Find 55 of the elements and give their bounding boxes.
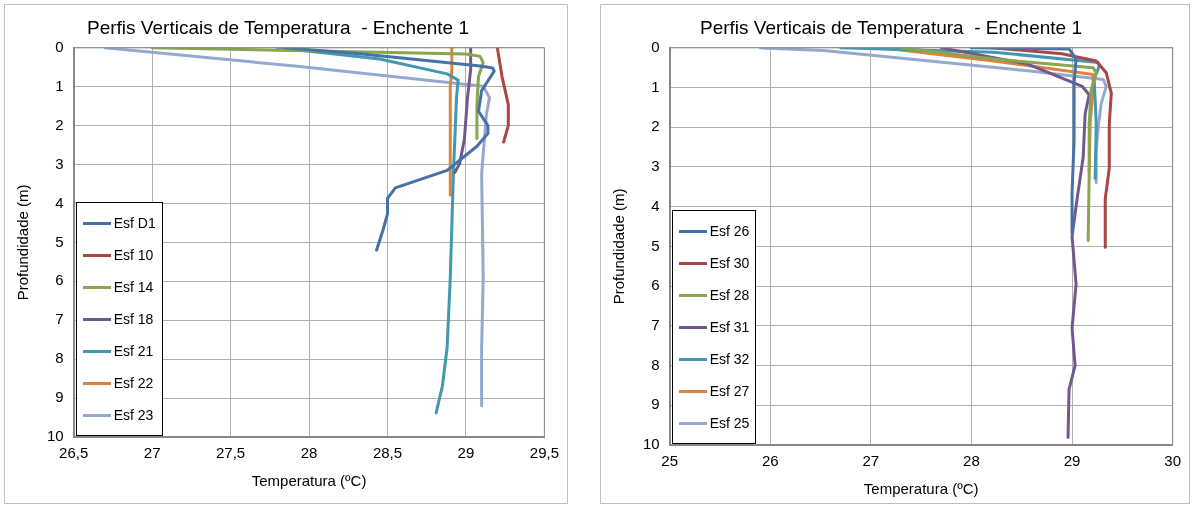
- chart-title: Perfis Verticais de Temperatura - Enchente 1: [87, 16, 469, 38]
- legend-label: Esf 23: [113, 407, 154, 423]
- legend-label: Esf 10: [113, 247, 154, 263]
- legend-label: Esf 14: [113, 279, 154, 295]
- y-tick-label: 7: [651, 315, 660, 333]
- legend-label: Esf 31: [709, 319, 750, 335]
- x-tick-label: 28: [963, 452, 980, 470]
- chart-title: Perfis Verticais de Temperatura - Enchente 1: [700, 16, 1082, 38]
- y-tick-label: 6: [55, 271, 64, 289]
- x-tick-label: 29: [457, 444, 475, 462]
- y-tick-label: 3: [651, 157, 660, 175]
- y-axis-title: Profundidade (m): [610, 188, 628, 305]
- legend-label: Esf 25: [709, 415, 750, 431]
- y-tick-label: 10: [47, 427, 64, 445]
- x-tick-label: 28,5: [372, 444, 403, 462]
- y-tick-label: 8: [55, 349, 64, 367]
- y-tick-label: 5: [651, 236, 660, 254]
- legend-label: Esf 28: [709, 287, 750, 303]
- legend-label: Esf 30: [709, 255, 750, 271]
- y-tick-label: 10: [643, 435, 660, 453]
- x-axis-title: Temperatura (ºC): [251, 472, 367, 490]
- y-tick-label: 3: [55, 154, 64, 172]
- x-tick-label: 29,5: [529, 444, 559, 462]
- y-tick-label: 5: [55, 232, 64, 250]
- y-tick-label: 1: [651, 77, 660, 95]
- y-tick-label: 0: [55, 37, 64, 55]
- x-tick-label: 27: [862, 452, 880, 470]
- y-tick-label: 0: [651, 37, 660, 55]
- legend-label: Esf 26: [709, 223, 750, 239]
- y-tick-label: 2: [55, 115, 64, 133]
- x-tick-label: 30: [1164, 452, 1181, 470]
- legend-label: Esf 22: [113, 375, 154, 391]
- y-tick-label: 9: [55, 388, 64, 406]
- y-tick-label: 4: [55, 193, 64, 211]
- legend-label: Esf 21: [113, 343, 154, 359]
- x-tick-label: 29: [1063, 452, 1081, 470]
- y-tick-label: 9: [651, 395, 660, 413]
- y-tick-label: 2: [651, 117, 660, 135]
- x-tick-label: 27: [143, 444, 161, 462]
- legend-label: Esf 27: [709, 383, 750, 399]
- x-axis-title: Temperatura (ºC): [863, 480, 979, 498]
- x-tick-label: 27,5: [215, 444, 246, 462]
- x-tick-label: 26,5: [59, 444, 89, 462]
- x-tick-label: 25: [661, 452, 679, 470]
- x-tick-label: 26: [761, 452, 779, 470]
- legend-label: Esf 32: [709, 351, 750, 367]
- y-axis-title: Profundidade (m): [14, 184, 32, 301]
- x-tick-label: 28: [300, 444, 318, 462]
- y-tick-label: 1: [55, 76, 64, 94]
- y-tick-label: 8: [651, 355, 660, 373]
- y-tick-label: 4: [651, 196, 660, 214]
- legend-label: Esf D1: [113, 215, 156, 231]
- y-tick-label: 6: [651, 276, 660, 294]
- legend-label: Esf 18: [113, 311, 154, 327]
- y-tick-label: 7: [55, 310, 64, 328]
